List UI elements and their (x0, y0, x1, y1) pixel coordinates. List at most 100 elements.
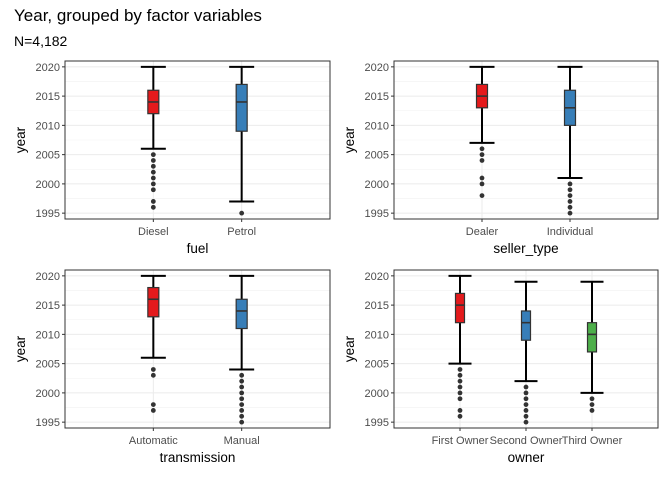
outlier-point (239, 402, 245, 407)
x-tick-label: First Owner (432, 435, 489, 447)
outlier-point (239, 210, 245, 216)
x-tick-label: Second Owner (490, 435, 563, 447)
y-tick-label: 2020 (36, 271, 60, 283)
outlier-point (567, 187, 573, 193)
y-tick-label: 2020 (365, 271, 389, 283)
outlier-point (523, 413, 529, 419)
outlier-point (479, 158, 485, 163)
y-tick-label: 2005 (365, 359, 389, 371)
y-tick-label: 2000 (365, 179, 389, 191)
y-tick-label: 2020 (36, 62, 60, 74)
y-tick-label: 2010 (365, 329, 389, 341)
outlier-point (457, 372, 463, 378)
outlier-point (479, 193, 485, 198)
outlier-point (589, 408, 595, 413)
outlier-point (239, 390, 245, 396)
outlier-point (479, 146, 485, 152)
x-axis-title: transmission (160, 450, 236, 465)
y-tick-label: 2015 (365, 300, 389, 312)
box-manual (229, 274, 255, 425)
outlier-point (567, 199, 573, 204)
outlier-point (150, 181, 156, 187)
outlier-point (457, 413, 463, 419)
outlier-point (150, 372, 156, 378)
y-axis-title: year (342, 335, 357, 362)
outlier-point (523, 408, 529, 413)
outlier-point (150, 199, 156, 204)
outlier-point (150, 169, 156, 175)
y-tick-label: 2015 (36, 300, 60, 312)
x-axis-title: seller_type (493, 241, 558, 256)
outlier-point (567, 193, 573, 198)
box-body (586, 322, 598, 353)
outlier-point (523, 419, 529, 425)
x-tick-label: Individual (547, 226, 593, 238)
y-tick-label: 2020 (365, 62, 389, 74)
outlier-point (150, 158, 156, 163)
y-tick-label: 1995 (365, 417, 389, 429)
x-tick-label: Manual (224, 435, 260, 447)
y-tick-label: 2010 (36, 329, 60, 341)
y-axis-title: year (13, 126, 28, 153)
panel-fuel: 1995 2000 2005 2010 2015 2020 Diesel Petrol fuel… (13, 60, 331, 256)
outlier-point (457, 390, 463, 396)
figure-subtitle: N=4,182 (14, 33, 68, 49)
y-tick-label: 2010 (36, 120, 60, 132)
outlier-point (523, 390, 529, 396)
y-tick-label: 1995 (36, 417, 60, 429)
y-axis-title: year (342, 126, 357, 153)
outlier-point (239, 396, 245, 402)
box-automatic (140, 274, 166, 413)
outlier-point (457, 396, 463, 402)
outlier-point (589, 396, 595, 402)
outlier-point (150, 187, 156, 193)
box-body (235, 298, 248, 330)
outlier-point (479, 181, 485, 187)
box-dealer (469, 65, 495, 198)
panel-seller-type: 1995 2000 2005 2010 2015 2020 Dealer Individual… (342, 60, 659, 256)
box-body (454, 292, 466, 324)
outlier-point (567, 210, 573, 216)
y-tick-label: 1995 (365, 208, 389, 220)
outlier-point (457, 384, 463, 390)
box-first-owner (448, 274, 472, 419)
outlier-point (150, 408, 156, 413)
panel-border (393, 60, 659, 220)
box-second-owner (514, 280, 538, 425)
y-axis-title: year (13, 335, 28, 362)
y-tick-label: 2015 (36, 91, 60, 103)
outlier-point (523, 384, 529, 390)
outlier-point (567, 181, 573, 187)
y-tick-label: 2000 (365, 388, 389, 400)
x-tick-label: Automatic (129, 435, 178, 447)
x-tick-label: Petrol (227, 226, 256, 238)
box-petrol (229, 65, 255, 216)
y-tick-label: 2005 (36, 359, 60, 371)
outlier-point (239, 372, 245, 378)
box-individual (557, 65, 583, 216)
outlier-point (239, 384, 245, 390)
outlier-point (457, 367, 463, 372)
box-diesel (140, 65, 166, 210)
outlier-point (479, 152, 485, 158)
x-tick-label: Dealer (466, 226, 499, 238)
outlier-point (150, 204, 156, 210)
outlier-point (239, 419, 245, 425)
y-tick-label: 2015 (365, 91, 389, 103)
outlier-point (589, 402, 595, 407)
box-body (520, 310, 532, 341)
x-axis-title: owner (508, 450, 545, 465)
outlier-point (150, 175, 156, 181)
outlier-point (479, 175, 485, 181)
x-tick-label: Diesel (138, 226, 169, 238)
y-tick-label: 2010 (365, 120, 389, 132)
y-tick-label: 1995 (36, 208, 60, 220)
outlier-point (523, 402, 529, 407)
outlier-point (457, 378, 463, 384)
outlier-point (150, 402, 156, 407)
outlier-point (239, 413, 245, 419)
panel-border (393, 269, 659, 429)
figure-title: Year, grouped by factor variables (14, 6, 262, 25)
outlier-point (457, 408, 463, 413)
